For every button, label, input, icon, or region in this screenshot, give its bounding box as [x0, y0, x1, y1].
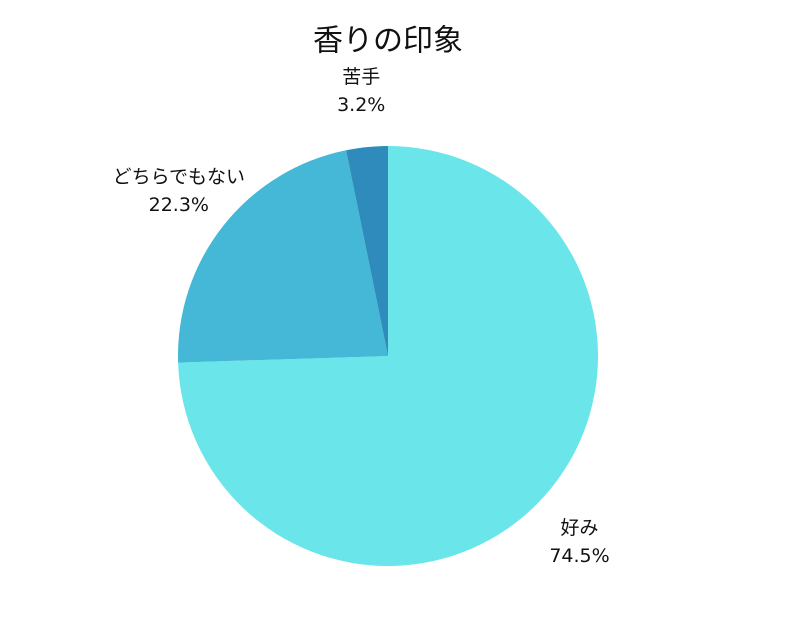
- slice-label: 苦手: [342, 66, 380, 88]
- chart-title: 香りの印象: [313, 24, 463, 59]
- slice-value-label: 3.2%: [337, 94, 385, 116]
- slice-label: どちらでもない: [113, 166, 245, 188]
- slice-value-label: 74.5%: [549, 545, 609, 567]
- pie-slice: [177, 150, 388, 363]
- pie-slice: [346, 146, 388, 356]
- pie-slice: [178, 146, 598, 566]
- slice-value-label: 22.3%: [149, 194, 209, 216]
- slice-label: 好み: [561, 517, 599, 539]
